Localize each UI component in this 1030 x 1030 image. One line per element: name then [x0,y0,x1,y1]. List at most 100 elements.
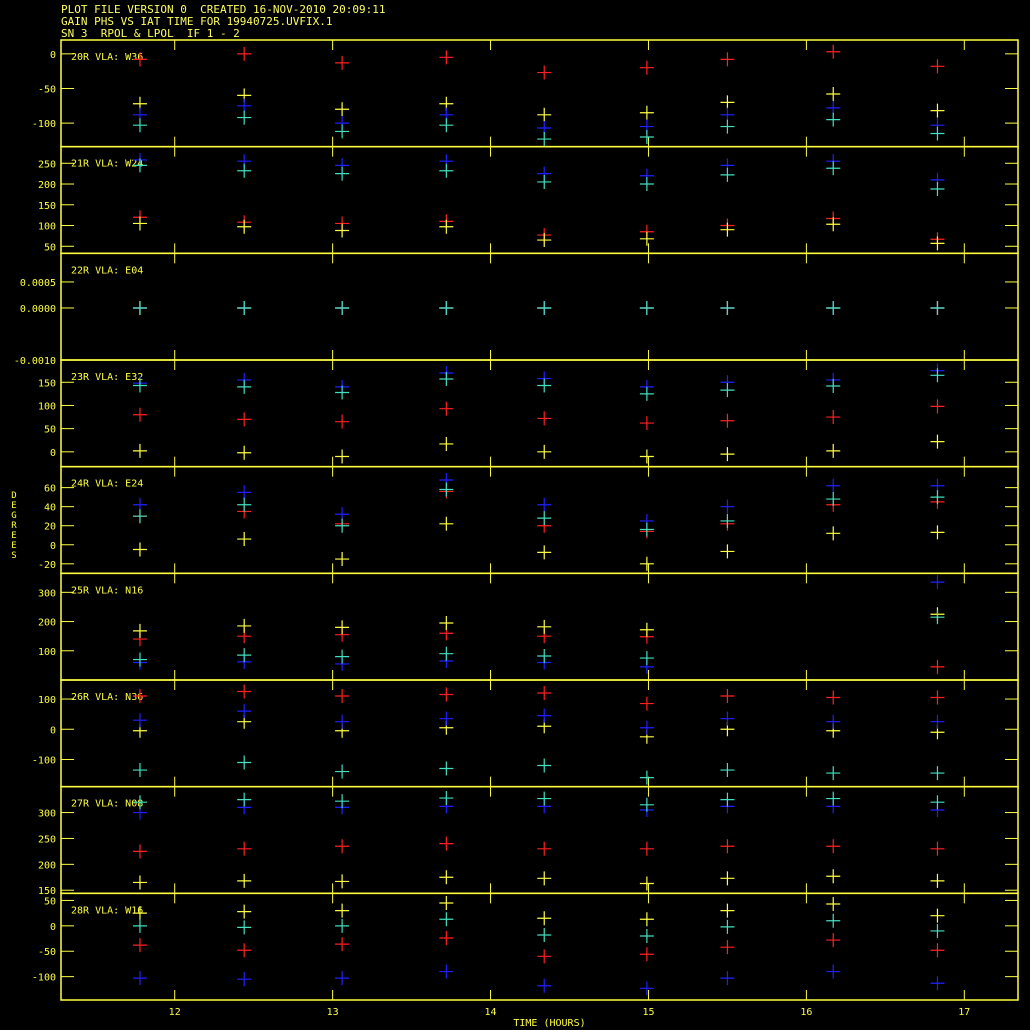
data-point [132,300,147,315]
data-point [439,646,454,661]
data-point [335,414,350,429]
data-point [826,869,841,884]
data-point [930,976,945,991]
data-point [826,217,841,232]
data-point [237,972,252,987]
data-point [826,44,841,59]
data-point [335,903,350,918]
data-point [826,690,841,705]
data-point [335,764,350,779]
panel-frame [60,785,1019,895]
data-point [930,525,945,540]
y-tick-label: 50 [44,425,56,436]
panel-frame [60,252,1019,361]
data-point [132,509,147,524]
data-point [720,839,735,854]
data-point [720,689,735,704]
y-axis-label-char: E [11,541,16,551]
data-point [335,102,350,117]
data-point [639,105,654,120]
data-point [930,300,945,315]
data-point [720,107,735,122]
data-point [335,918,350,933]
data-point [439,401,454,416]
data-point [639,60,654,75]
y-axis-label-char: E [11,531,16,541]
data-point [132,713,147,728]
data-point [639,622,654,637]
data-point [826,897,841,911]
data-point [826,714,841,729]
data-point [132,158,147,173]
y-tick-label: 0.0000 [20,304,56,315]
data-point [335,223,350,238]
data-point [439,118,454,133]
data-point [335,300,350,315]
data-point [132,52,147,67]
data-point [930,923,945,938]
panel-frame [60,39,1019,148]
data-point [237,684,252,699]
data-point [132,938,147,953]
y-tick-label: 0 [50,541,56,552]
panel-label: 26R VLA: N36 [71,692,143,703]
data-point [439,870,454,885]
data-point [439,436,454,451]
x-tick-label: 12 [169,1007,181,1018]
panel-frame [60,465,1019,575]
data-point [439,964,454,979]
data-point [439,163,454,178]
data-point [720,119,735,134]
data-point [237,755,252,770]
y-tick-label: 60 [44,484,56,495]
data-point [720,919,735,934]
data-point [930,236,945,251]
panel-label: 23R VLA: E32 [71,372,143,383]
data-point [537,911,552,926]
data-point [930,943,945,958]
data-point [132,844,147,859]
data-point [132,542,147,557]
data-point [132,918,147,933]
y-tick-label: -100 [32,973,56,984]
plot-header-line-2: GAIN PHS VS IAT TIME FOR 19940725.UVFIX.… [61,15,333,28]
data-point [237,300,252,315]
panel-label: 25R VLA: N16 [71,585,143,596]
data-point [439,516,454,531]
data-point [639,416,654,431]
data-point [720,95,735,110]
data-point [826,913,841,928]
data-point [335,649,350,664]
y-tick-label: 20 [44,522,56,533]
data-point [930,873,945,888]
data-point [537,927,552,942]
data-point [826,100,841,115]
data-point [930,690,945,705]
data-point [720,544,735,559]
data-point [132,971,147,986]
data-point [639,876,654,891]
data-point [335,874,350,889]
y-tick-label: -100 [32,119,56,130]
data-point [439,50,454,65]
data-point [439,482,454,497]
data-point [439,912,454,927]
data-point [720,711,735,726]
data-point [132,443,147,458]
data-point [537,758,552,773]
data-point [930,766,945,781]
y-tick-label: 300 [38,588,56,599]
x-tick-label: 15 [642,1007,654,1018]
data-point [720,300,735,315]
data-point [439,711,454,726]
data-point [720,413,735,428]
data-point [439,895,454,910]
data-point [237,873,252,888]
data-point [930,659,945,674]
data-point [537,300,552,315]
data-point [237,704,252,719]
data-point [639,929,654,943]
data-point [132,623,147,638]
y-tick-label: 150 [38,886,56,897]
